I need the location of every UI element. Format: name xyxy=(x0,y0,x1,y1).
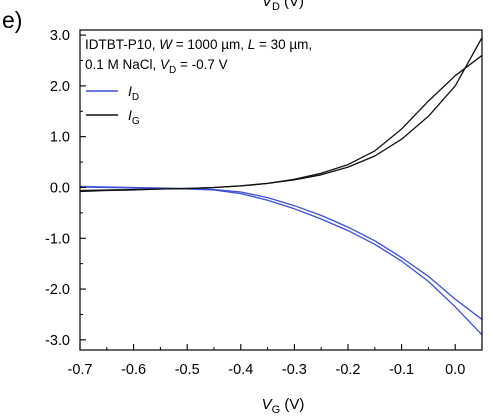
annotation-line-2: 0.1 M NaCl, VD = -0.7 V xyxy=(85,57,228,76)
annotation-part: IDTBT-P10, xyxy=(85,37,159,52)
annotation-part: = 1000 µm, xyxy=(172,37,248,52)
series-layer xyxy=(80,36,482,336)
x-tick-label: 0.0 xyxy=(445,362,465,378)
annotation-part: 0.1 M NaCl, xyxy=(85,57,160,72)
y-tick-label: -1.0 xyxy=(45,231,70,247)
x-tick-label: -0.3 xyxy=(282,362,307,378)
x-axis-label-prefix: V xyxy=(262,396,274,413)
legend-label-d: ID xyxy=(128,83,139,103)
legend-label-main: I xyxy=(128,107,132,123)
legend-label-main: I xyxy=(128,83,132,99)
annotation-part: D xyxy=(169,65,176,76)
legend-label-sub: D xyxy=(132,92,139,103)
annotation-part: V xyxy=(160,57,171,72)
annotation-line-1: IDTBT-P10, W = 1000 µm, L = 30 µm, xyxy=(85,37,312,52)
y-tick-label: 2.0 xyxy=(50,79,70,95)
x-tick-label: -0.6 xyxy=(121,362,146,378)
top-cut-label: VD (V) xyxy=(262,0,304,13)
series-line-d-sweep-1 xyxy=(80,186,482,336)
annotation-part: = -0.7 V xyxy=(176,57,227,72)
panel-label: e) xyxy=(2,7,22,33)
y-tick-label: -2.0 xyxy=(45,282,70,298)
x-axis-label: VG (V) xyxy=(262,396,305,414)
annotation-part: W xyxy=(159,37,173,52)
legend-label-sub: G xyxy=(132,116,140,127)
x-tick-label: -0.1 xyxy=(389,362,414,378)
y-tick-label: 0.0 xyxy=(50,180,70,196)
plot-frame xyxy=(79,29,483,351)
series-line-g-sweep-2 xyxy=(80,54,482,192)
x-tick-label: -0.5 xyxy=(175,362,200,378)
annotation-part: = 30 µm, xyxy=(255,37,312,52)
legend-label-g: IG xyxy=(128,107,140,127)
x-tick-label: -0.2 xyxy=(336,362,361,378)
x-axis-label-sub: G xyxy=(272,404,281,414)
series-line-d-sweep-2 xyxy=(80,185,482,321)
annotation-part: L xyxy=(248,37,256,52)
x-tick-label: -0.7 xyxy=(68,362,93,378)
y-tick-label: 1.0 xyxy=(50,130,70,146)
top-cut-label-suffix: (V) xyxy=(280,0,304,10)
axes-layer: -0.7 -0.6 -0.5 -0.4 -0.3 -0.2 -0.1 0.0 3.0 2.0 1.0… xyxy=(45,28,483,378)
top-cut-label-prefix: V xyxy=(262,0,274,10)
x-tick-label: -0.4 xyxy=(228,362,253,378)
x-axis-label-suffix: (V) xyxy=(280,396,304,413)
y-tick-label: 3.0 xyxy=(50,28,70,44)
y-tick-label: -3.0 xyxy=(45,333,70,349)
top-cut-label-sub: D xyxy=(272,1,280,13)
